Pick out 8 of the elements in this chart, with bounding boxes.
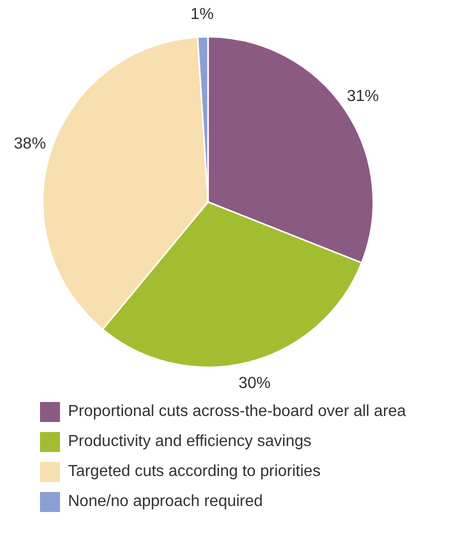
legend-label: Productivity and efficiency savings [68,433,312,451]
legend-label: Proportional cuts across-the-board over all area [68,403,406,421]
legend-label: None/no approach required [68,493,263,511]
data-label: 30% [238,374,271,392]
data-label: 1% [190,6,214,24]
legend-label: Targeted cuts according to priorities [68,463,321,481]
data-label: 31% [346,88,379,106]
data-label: 38% [14,136,46,153]
